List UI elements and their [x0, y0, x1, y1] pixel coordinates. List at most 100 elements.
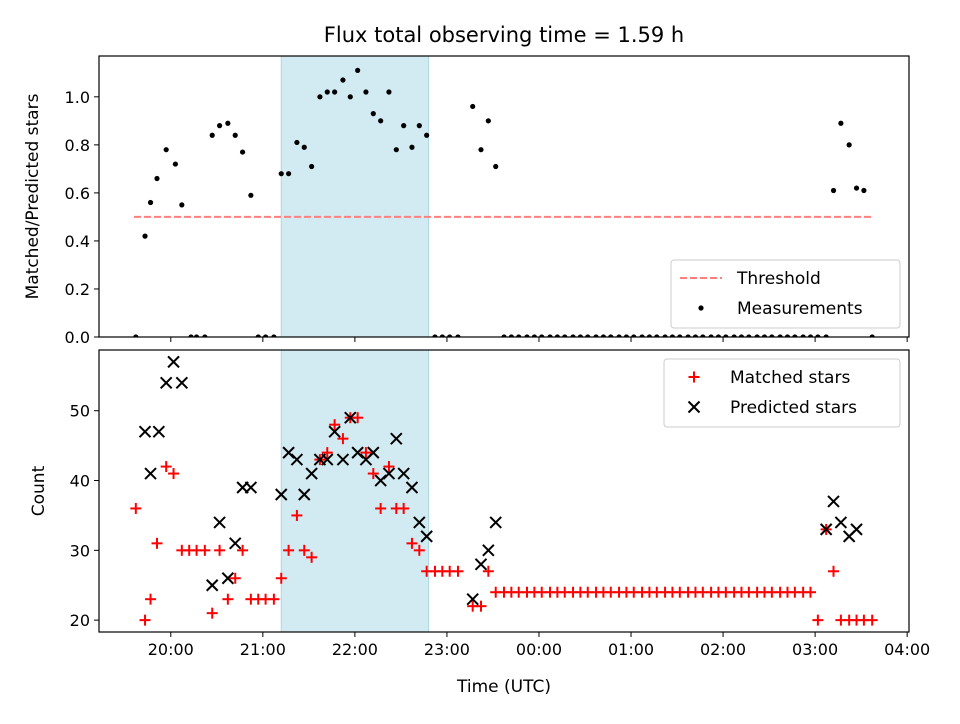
x-tick-label: 20:00	[148, 640, 194, 659]
predicted-point	[244, 481, 258, 494]
matched-point	[321, 447, 333, 459]
predicted-point	[819, 523, 833, 536]
measurement-point	[577, 334, 583, 337]
measurement-point	[554, 334, 560, 337]
measurement-point	[439, 334, 445, 337]
measurement-point	[271, 334, 277, 337]
measurement-point	[409, 144, 415, 150]
matched-point	[866, 614, 878, 626]
measurement-point	[715, 334, 722, 337]
measurement-point	[846, 142, 852, 148]
measurement-point	[470, 103, 476, 110]
measurement-point	[608, 334, 614, 337]
measurement-point	[738, 334, 745, 337]
measurement-point	[823, 334, 829, 337]
measurement-point	[188, 334, 194, 337]
measurement-point	[662, 334, 668, 337]
measurement-point	[447, 334, 453, 337]
measurement-point	[838, 120, 844, 126]
measurement-point	[769, 334, 775, 337]
shaded-span	[280, 55, 430, 338]
measurement-point	[294, 139, 300, 146]
measurement-point	[600, 334, 607, 337]
y-tick-label: 0.2	[65, 280, 90, 299]
matched-point	[475, 600, 487, 612]
measurement-point	[239, 149, 246, 155]
predicted-point	[298, 488, 311, 501]
legend-box	[663, 358, 901, 428]
measurement-point	[370, 111, 376, 117]
measurement-point	[355, 67, 361, 74]
measurement-point	[646, 334, 653, 337]
plot-area	[133, 67, 875, 337]
predicted-point	[152, 425, 166, 438]
measurement-point	[623, 334, 630, 337]
predicted-point	[336, 453, 350, 466]
predicted-point	[275, 488, 288, 501]
measurement-point	[861, 187, 867, 194]
legend-box	[670, 259, 901, 329]
legend-item: Matched stars	[688, 368, 850, 388]
matched-point	[306, 551, 318, 563]
measurement-point	[301, 144, 307, 150]
measurement-point	[363, 89, 369, 95]
predicted-point	[305, 467, 318, 480]
matched-point	[375, 502, 387, 514]
shaded-span	[280, 349, 430, 633]
measurement-point	[677, 334, 683, 337]
measurement-point	[777, 334, 783, 337]
measurement-point	[746, 334, 752, 337]
measurement-point	[708, 334, 714, 337]
predicted-point	[466, 592, 479, 606]
measurement-point	[209, 132, 215, 138]
x-tick-label: 23:00	[424, 640, 470, 659]
bottom-panel: 20 30 40 50 Count 20:00 21:00 22:00 23:00 00:00 01…	[29, 349, 930, 659]
legend-label: Matched stars	[730, 368, 850, 388]
measurement-point	[700, 334, 706, 337]
matched-point	[139, 614, 151, 626]
measurement-point	[493, 163, 499, 170]
measurement-point	[723, 334, 729, 337]
x-tick-label: 02:00	[700, 640, 746, 659]
measurement-point	[685, 334, 691, 337]
measurement-point	[202, 334, 208, 337]
predicted-point	[405, 481, 419, 494]
measurement-point	[539, 334, 545, 337]
measurement-point	[830, 187, 837, 194]
y-tick-label: 1.0	[65, 88, 90, 107]
x-tick-label: 22:00	[332, 640, 378, 659]
legend-label: Measurements	[737, 299, 863, 319]
measurement-point	[393, 147, 399, 153]
chart-title: Flux total observing time = 1.59 h	[324, 23, 684, 47]
measurement-point	[869, 334, 875, 337]
measurement-point	[163, 147, 169, 153]
legend-item: Predicted stars	[687, 398, 857, 418]
predicted-point	[834, 516, 848, 529]
legend-label: Predicted stars	[730, 398, 857, 418]
measurement-point	[278, 171, 284, 177]
measurement-point	[524, 334, 530, 337]
legend-item: Measurements	[698, 299, 863, 319]
x-tick-label: 01:00	[608, 640, 654, 659]
measurement-point	[478, 147, 484, 153]
axes-frame	[98, 349, 910, 633]
measurement-point	[792, 334, 798, 337]
x-axis-label: Time (UTC)	[456, 677, 551, 697]
predicted-point	[159, 376, 173, 390]
matched-point	[160, 461, 172, 473]
predicted-point	[229, 537, 242, 550]
matched-point	[214, 544, 226, 556]
measurement-point	[784, 334, 791, 337]
measurement-point	[585, 334, 591, 337]
y-axis-label: Count	[29, 465, 49, 516]
matched-point	[151, 537, 163, 549]
matched-point	[199, 544, 211, 556]
measurement-point	[347, 94, 353, 100]
measurement-point	[654, 334, 660, 337]
predicted-point	[144, 467, 157, 480]
matched-point	[222, 593, 234, 605]
measurement-point	[669, 334, 676, 337]
matched-point	[291, 509, 303, 521]
measurement-point	[378, 118, 384, 124]
measurement-point	[340, 77, 346, 83]
